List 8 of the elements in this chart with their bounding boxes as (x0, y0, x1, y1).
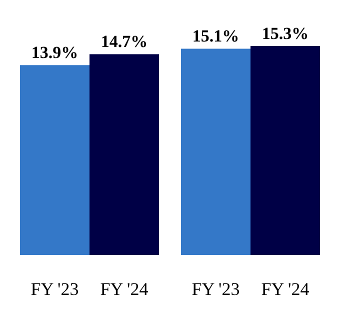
x-tick-label: FY '24 (100, 279, 148, 299)
data-label: 15.1% (192, 26, 240, 46)
x-tick-label: FY '24 (261, 279, 310, 299)
data-label: 15.3% (262, 24, 309, 43)
x-tick-label: FY '23 (30, 279, 79, 299)
data-label: 13.9% (31, 43, 78, 62)
x-tick-label: FY '23 (192, 279, 240, 299)
data-label: 14.7% (100, 32, 148, 52)
